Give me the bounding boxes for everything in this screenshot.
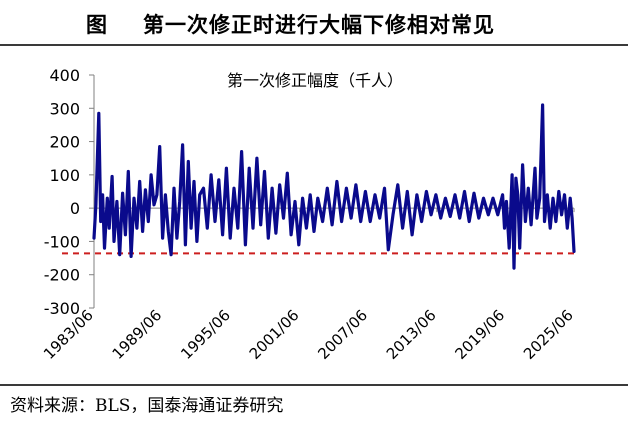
x-tick-label: 1989/06 [109,306,166,363]
y-tick-label: 300 [49,99,80,118]
y-tick-label: 400 [49,66,80,85]
x-tick-label: 2013/06 [383,306,440,363]
x-tick-label: 2007/06 [314,306,371,363]
y-tick-label: -100 [44,232,80,251]
y-tick-label: 100 [49,166,80,185]
x-tick-label: 1995/06 [177,306,234,363]
x-tick-label: 2019/06 [451,306,508,363]
x-tick-label: 2001/06 [246,306,303,363]
figure-header: 图 第一次修正时进行大幅下修相对常见 [0,0,628,44]
footer-rule [0,384,628,386]
y-tick-label: 0 [70,199,80,218]
figure-label: 图 [86,12,108,37]
y-tick-label: -300 [44,299,80,318]
chart-title: 第一次修正幅度（千人） [227,71,403,90]
series-group [92,103,576,270]
series-line [92,103,576,270]
header-rule [0,44,628,46]
figure-title: 第一次修正时进行大幅下修相对常见 [143,12,495,37]
x-tick-label: 2025/06 [520,306,577,363]
y-tick-label: 200 [49,133,80,152]
source-note: 资料来源：BLS，国泰海通证券研究 [10,396,284,416]
y-tick-label: -200 [44,266,80,285]
